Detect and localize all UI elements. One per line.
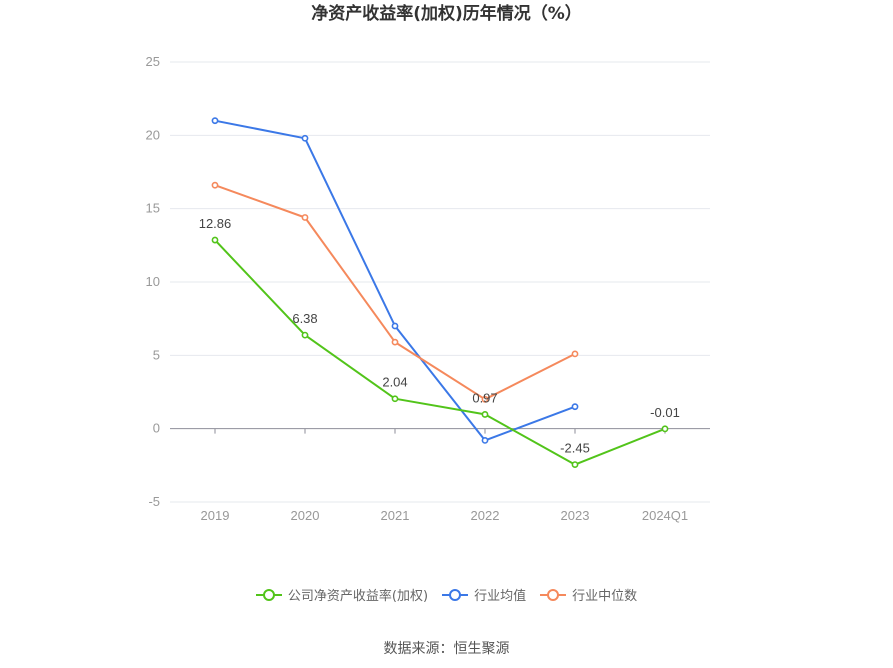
- data-point: [391, 322, 399, 330]
- chart-title: 净资产收益率(加权)历年情况（%）: [311, 4, 582, 24]
- legend-swatch-icon: [442, 588, 469, 602]
- legend-swatch-icon: [255, 588, 282, 602]
- legend-item[interactable]: 行业中位数: [540, 585, 637, 604]
- data-point: [481, 436, 489, 444]
- y-tick-label: -5: [148, 494, 160, 509]
- data-point: [391, 395, 399, 403]
- legend: 公司净资产收益率(加权) 行业均值 行业中位数: [0, 585, 893, 604]
- y-tick-label: 5: [153, 347, 160, 362]
- data-label: -0.01: [650, 405, 680, 420]
- data-point: [301, 331, 309, 339]
- x-tick-label: 2021: [381, 508, 410, 523]
- grid-layer: [170, 61, 710, 503]
- data-point: [571, 403, 579, 411]
- series-line-1: [214, 119, 576, 442]
- source-note: 数据来源：恒生聚源: [383, 641, 510, 657]
- legend-item[interactable]: 公司净资产收益率(加权): [255, 585, 429, 604]
- data-point: [661, 425, 669, 433]
- y-tick-label: 20: [146, 127, 160, 142]
- data-label: -2.45: [560, 441, 590, 456]
- series-line-2: [214, 184, 576, 401]
- x-tick-label: 2020: [291, 508, 320, 523]
- y-tick-label: 25: [146, 54, 160, 69]
- legend-label: 行业均值: [474, 589, 527, 604]
- data-label: 0.97: [472, 390, 497, 405]
- data-point: [571, 461, 579, 468]
- legend-label: 公司净资产收益率(加权): [287, 589, 429, 604]
- series-layer: [211, 117, 669, 468]
- label-layer: 12.86 6.38 2.04 0.97 -2.45 -0.01: [199, 216, 680, 456]
- data-point: [301, 134, 309, 142]
- data-point: [481, 411, 489, 418]
- x-tick-label: 2024Q1: [642, 508, 688, 523]
- x-tick-label: 2022: [471, 508, 500, 523]
- legend-swatch-icon: [540, 588, 567, 602]
- y-tick-label: 0: [153, 421, 160, 436]
- data-point: [571, 350, 579, 358]
- y-tick-label: 10: [146, 274, 160, 289]
- x-tick-label: 2019: [201, 508, 230, 523]
- axis-layer: 25 20 15 10 5 0 -5 2019 2020 2021 2022 2023 2024Q1: [146, 54, 710, 523]
- data-label: 12.86: [199, 216, 232, 231]
- x-tick-label: 2023: [561, 508, 590, 523]
- data-label: 6.38: [292, 311, 317, 326]
- data-point: [211, 236, 219, 244]
- data-point: [211, 117, 219, 125]
- data-point: [211, 181, 219, 189]
- data-point: [391, 338, 399, 346]
- legend-item[interactable]: 行业均值: [442, 585, 526, 604]
- data-point: [481, 395, 489, 403]
- series-line-0: [214, 239, 666, 466]
- y-tick-label: 15: [146, 201, 160, 216]
- data-label: 2.04: [382, 375, 407, 390]
- legend-label: 行业中位数: [572, 589, 638, 604]
- data-point: [301, 214, 309, 221]
